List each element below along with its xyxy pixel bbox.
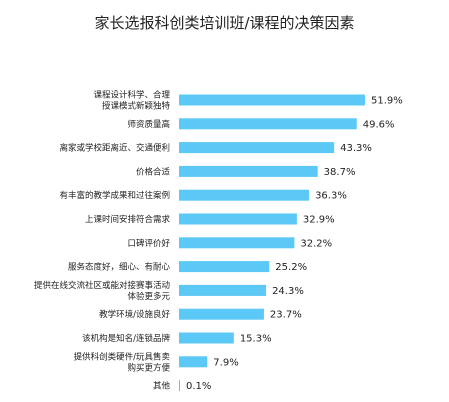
bar [179,142,335,154]
category-label: 师资质量高 [127,119,170,130]
bar [179,189,310,201]
bar [179,94,365,106]
value-label: 24.3% [272,286,304,297]
value-label: 51.9% [371,96,403,107]
value-label: 32.9% [303,215,335,226]
bar [179,356,208,368]
category-label: 有丰富的教学成果和过往案例 [59,190,170,201]
value-label: 0.1% [186,381,211,392]
value-label: 38.7% [324,167,356,178]
value-label: 25.2% [275,262,307,273]
bar [179,118,357,130]
value-label: 32.2% [300,238,332,249]
bar [179,213,297,225]
chart-title: 家长选报科创类培训班/课程的决策因素 [94,14,355,32]
category-label: 提供科创类硬件/玩具售卖购买更方便 [74,351,171,373]
category-label: 离家或学校距离近、交通便利 [59,143,170,154]
category-label: 课程设计科学、合理授课模式新颖独特 [93,90,170,112]
bar [179,284,267,296]
category-label: 口碑评价好 [127,238,170,249]
bar [179,165,318,177]
category-label: 教学环境/设施良好 [99,309,170,320]
category-label: 上课时间安排符合需求 [85,214,171,225]
bar [179,237,295,249]
category-label: 服务态度好，细心、有耐心 [68,262,171,273]
category-label: 提供在线交流社区或能对接赛事活动体验更多元 [34,280,171,302]
category-label: 其他 [153,381,171,392]
value-label: 7.9% [213,357,238,368]
value-label: 23.7% [270,310,302,321]
value-label: 36.3% [315,191,347,202]
category-label: 价格合适 [136,166,171,177]
bar [179,380,180,392]
bar [179,308,264,320]
value-label: 43.3% [340,143,372,154]
category-label: 该机构是知名/连锁品牌 [82,333,170,344]
bar [179,261,270,273]
bar [179,332,234,344]
value-label: 15.3% [240,334,272,345]
value-label: 49.6% [363,119,395,130]
